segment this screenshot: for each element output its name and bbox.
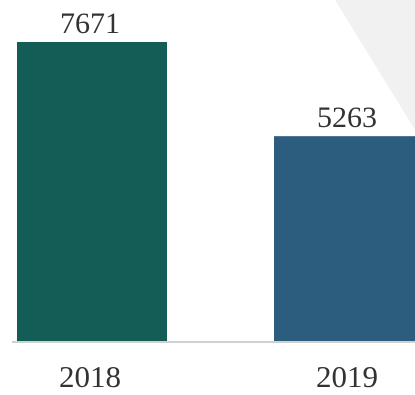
bar-2018 xyxy=(17,42,167,342)
bar-2019 xyxy=(274,136,415,342)
category-label-2019: 2019 xyxy=(316,359,378,394)
category-label-2018: 2018 xyxy=(59,359,121,394)
bars-layer: 7671 2018 5263 2019 xyxy=(17,7,415,394)
background-decoration xyxy=(335,0,415,130)
data-label-2019: 5263 xyxy=(317,101,377,134)
data-label-2018: 7671 xyxy=(60,7,120,40)
